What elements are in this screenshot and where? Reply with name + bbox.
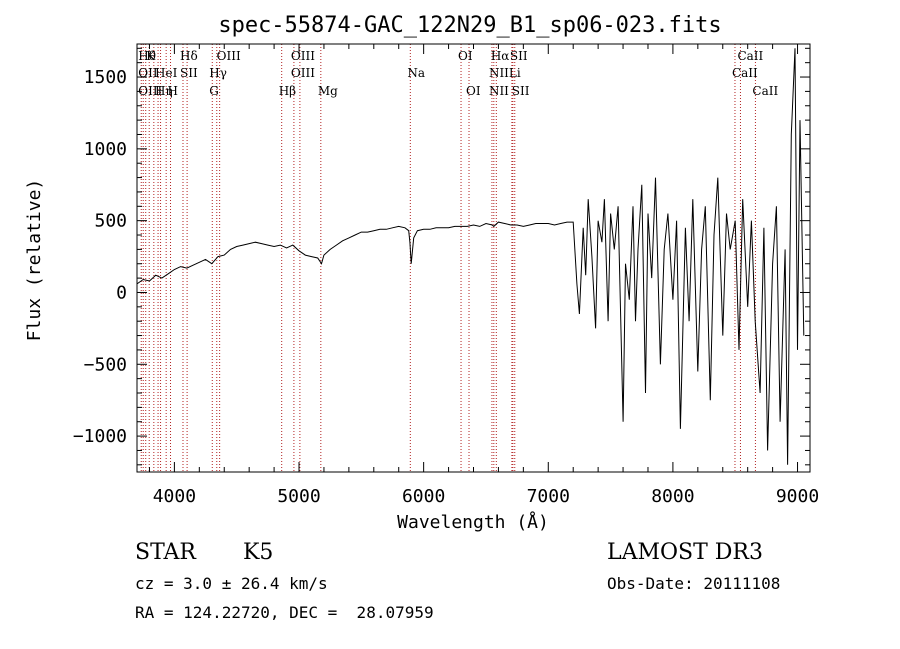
line-label: OIII xyxy=(291,66,315,80)
object-subclass: K5 xyxy=(243,540,274,565)
y-tick-label: 1500 xyxy=(84,67,127,88)
line-label: OIII xyxy=(138,84,162,98)
line-label: Hθ xyxy=(138,49,156,63)
line-label: K xyxy=(146,49,156,63)
line-label: NII xyxy=(489,84,509,98)
line-label: Li xyxy=(509,66,521,80)
emission-line-markers xyxy=(140,44,756,472)
line-label: OI xyxy=(458,49,473,63)
x-tick-label: 9000 xyxy=(776,486,819,507)
y-axis-ticks: −1000 −500 0 500 1000 1500 xyxy=(73,47,810,466)
line-label: Hβ xyxy=(279,84,296,98)
y-tick-label: 1000 xyxy=(84,139,127,160)
x-tick-label: 6000 xyxy=(402,486,445,507)
line-label: OIII xyxy=(291,49,315,63)
coordinates: RA = 124.22720, DEC = 28.07959 xyxy=(135,603,434,622)
chart-title: spec-55874-GAC_122N29_B1_sp06-023.fits xyxy=(218,13,721,38)
line-label: SII xyxy=(512,84,530,98)
line-label: CaII xyxy=(752,84,778,98)
line-label: CaII xyxy=(732,66,758,80)
x-tick-label: 4000 xyxy=(153,486,196,507)
line-label: Hγ xyxy=(209,66,227,80)
y-axis-label: Flux (relative) xyxy=(24,179,45,342)
y-tick-label: −1000 xyxy=(73,426,127,447)
y-tick-label: 0 xyxy=(116,282,127,303)
x-axis-label: Wavelength (Å) xyxy=(397,511,549,533)
line-label: H xyxy=(168,84,178,98)
line-label: SII xyxy=(510,49,528,63)
line-label: NII xyxy=(489,66,509,80)
spectrum-line xyxy=(136,48,805,465)
line-label: Na xyxy=(407,66,425,80)
line-label: OIII xyxy=(217,49,241,63)
line-label: Hδ xyxy=(180,49,198,63)
line-label: Hα xyxy=(491,49,510,63)
y-tick-label: 500 xyxy=(94,211,127,232)
x-tick-label: 8000 xyxy=(651,486,694,507)
line-label: OII xyxy=(138,66,158,80)
x-tick-label: 5000 xyxy=(277,486,320,507)
x-axis-ticks: 4000 5000 6000 7000 8000 9000 xyxy=(148,44,819,507)
observation-date: Obs-Date: 20111108 xyxy=(607,574,781,593)
y-tick-label: −500 xyxy=(84,354,127,375)
line-label: Hη xyxy=(155,84,173,98)
plot-frame xyxy=(136,43,811,473)
line-label: OI xyxy=(466,84,481,98)
line-label: Mg xyxy=(318,84,338,98)
survey-name: LAMOST DR3 xyxy=(607,540,763,565)
redshift-value: cz = 3.0 ± 26.4 km/s xyxy=(135,574,328,593)
x-tick-label: 7000 xyxy=(527,486,570,507)
line-label: HeI xyxy=(155,66,178,80)
line-label: G xyxy=(209,84,219,98)
line-label: CaII xyxy=(737,49,763,63)
line-label: SII xyxy=(180,66,198,80)
object-class: STAR xyxy=(135,540,196,565)
